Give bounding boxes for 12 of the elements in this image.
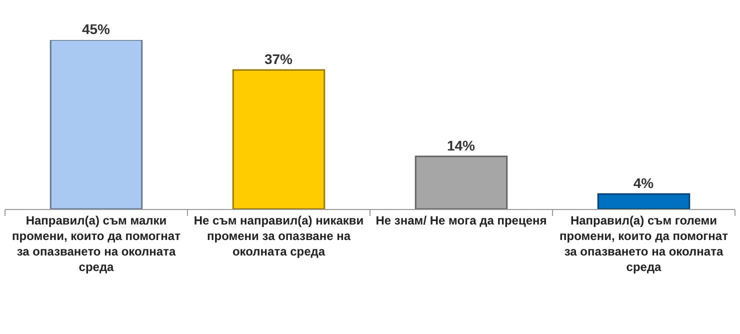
bar	[50, 40, 143, 209]
x-tick-label: Направил(а) съм малки промени, които да помогнат за опазването на околната среда	[12, 213, 181, 274]
x-tick-label: Не съм направил(а) никакви промени за опазване на околната среда	[194, 213, 364, 259]
x-tick-label: Направил(а) съм големи промени, които да помогнат за опазването на околната среда	[560, 213, 728, 274]
data-label: 4%	[633, 174, 654, 191]
bar	[597, 193, 690, 209]
data-label: 14%	[446, 137, 476, 154]
bar	[232, 69, 326, 209]
x-tick-label: Не знам/ Не мога да преценя	[376, 213, 547, 228]
data-label: 45%	[82, 21, 111, 37]
bar	[414, 156, 508, 209]
data-label: 37%	[264, 51, 294, 68]
